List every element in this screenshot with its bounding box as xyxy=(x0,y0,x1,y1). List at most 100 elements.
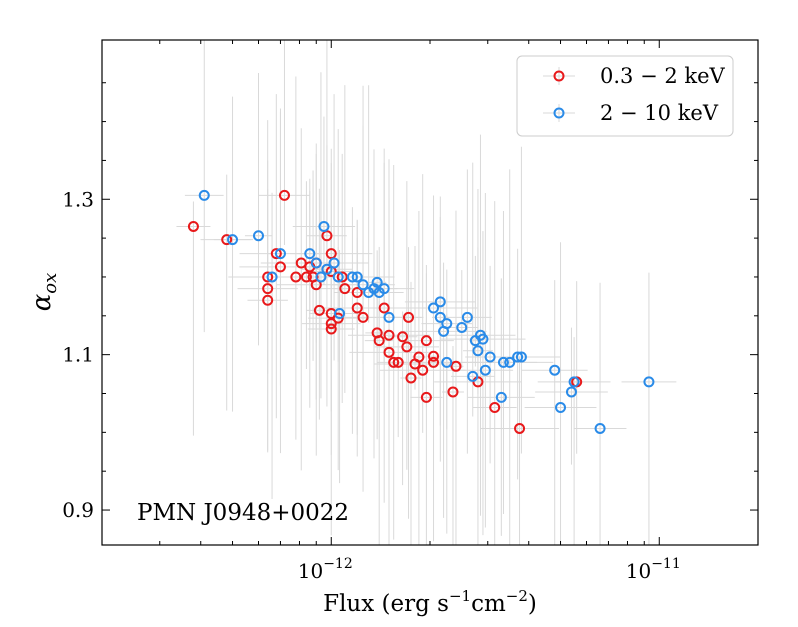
data-point-soft xyxy=(351,287,363,298)
data-point-soft xyxy=(428,356,440,368)
data-point-hard xyxy=(594,422,606,434)
data-point-hard xyxy=(512,351,524,363)
data-point-hard xyxy=(310,257,322,269)
source-annotation: PMN J0948+0022 xyxy=(137,500,349,526)
data-point-soft xyxy=(403,311,415,323)
data-point-soft xyxy=(447,386,459,398)
data-point-hard xyxy=(565,386,577,398)
data-point-hard xyxy=(497,356,509,368)
legend-marker-red xyxy=(553,70,565,82)
legend-marker-blue xyxy=(553,107,565,119)
data-point-hard xyxy=(252,230,264,242)
data-point-hard xyxy=(434,311,446,323)
data-points xyxy=(187,189,655,434)
data-point-hard xyxy=(383,311,395,323)
legend-entry-blue: 2 − 10 keV xyxy=(543,101,719,125)
data-point-soft xyxy=(450,360,462,372)
x-axis-label-mid: cm xyxy=(471,591,506,617)
data-point-soft xyxy=(397,331,409,343)
data-point-soft xyxy=(420,391,432,403)
data-point-hard xyxy=(479,364,491,376)
legend-label-blue: 2 − 10 keV xyxy=(600,101,719,125)
data-point-hard xyxy=(504,356,516,368)
data-point-hard xyxy=(495,391,507,403)
data-point-hard xyxy=(456,321,468,333)
data-point-hard xyxy=(428,302,440,314)
data-point-soft xyxy=(290,271,302,283)
data-point-soft xyxy=(413,351,425,363)
data-point-hard xyxy=(484,351,496,363)
data-point-soft xyxy=(373,335,385,347)
error-bars xyxy=(176,40,677,545)
x-axis-label-sup2: −2 xyxy=(506,587,528,605)
data-point-soft xyxy=(417,364,429,376)
data-point-soft xyxy=(339,283,351,295)
data-point-soft xyxy=(428,350,440,362)
data-point-soft xyxy=(295,257,307,269)
data-point-hard xyxy=(304,248,316,260)
x-axis-label-end: ) xyxy=(528,591,537,617)
data-point-soft xyxy=(262,294,274,306)
data-point-hard xyxy=(321,263,333,275)
data-point-soft xyxy=(514,422,526,434)
data-point-hard xyxy=(461,311,473,323)
data-point-hard xyxy=(515,351,527,363)
data-point-soft xyxy=(420,335,432,347)
data-point-soft xyxy=(332,312,344,324)
data-point-soft xyxy=(262,271,274,283)
data-point-soft xyxy=(270,248,282,260)
data-point-soft xyxy=(321,230,333,242)
data-point-soft xyxy=(310,279,322,291)
data-point-hard xyxy=(472,345,484,357)
axis-ticks: 0.9 1.1 1.3 10−12 10−11 xyxy=(62,40,759,583)
data-point-hard xyxy=(328,257,340,269)
data-point-hard xyxy=(441,356,453,368)
data-point-soft xyxy=(405,372,417,384)
data-point-hard xyxy=(334,307,346,319)
data-point-hard xyxy=(351,271,363,283)
x-axis-label: Flux (erg s−1cm−2) xyxy=(323,587,537,617)
y-axis-label-sub: ox xyxy=(40,273,61,294)
data-point-hard xyxy=(555,401,567,413)
x-axis-label-main: Flux (erg s xyxy=(323,591,449,617)
x-tick-label: 10−11 xyxy=(626,556,681,583)
data-point-hard xyxy=(198,189,210,201)
data-point-hard xyxy=(643,376,655,388)
data-point-soft xyxy=(187,220,199,232)
data-point-soft xyxy=(278,189,290,201)
y-axis-label: αox xyxy=(27,273,61,312)
data-point-hard xyxy=(274,248,286,260)
data-point-soft xyxy=(401,341,413,353)
data-point-soft xyxy=(351,302,363,314)
data-point-hard xyxy=(371,276,383,288)
x-tick-label: 10−12 xyxy=(298,556,353,583)
y-tick-label: 1.3 xyxy=(62,187,94,211)
data-point-hard xyxy=(477,333,489,345)
data-point-hard xyxy=(315,271,327,283)
data-point-soft xyxy=(325,323,337,335)
legend: 0.3 − 2 keV 2 − 10 keV xyxy=(516,55,734,137)
data-point-hard xyxy=(434,296,446,308)
legend-entry-red: 0.3 − 2 keV xyxy=(543,64,726,88)
data-point-soft xyxy=(392,356,404,368)
data-point-soft xyxy=(378,302,390,314)
y-tick-label: 1.1 xyxy=(62,343,94,367)
data-point-soft xyxy=(325,318,337,330)
data-point-hard xyxy=(227,234,239,246)
x-axis-label-sup1: −1 xyxy=(449,587,471,605)
data-point-soft xyxy=(489,401,501,413)
data-point-hard xyxy=(332,271,344,283)
data-point-soft xyxy=(300,271,312,283)
data-point-soft xyxy=(383,346,395,358)
data-point-soft xyxy=(262,283,274,295)
data-point-soft xyxy=(325,248,337,260)
data-point-hard xyxy=(378,283,390,295)
data-point-hard xyxy=(346,271,358,283)
data-point-soft xyxy=(313,304,325,316)
data-point-hard xyxy=(441,318,453,330)
data-point-hard xyxy=(357,279,369,291)
data-point-soft xyxy=(336,271,348,283)
y-tick-label: 0.9 xyxy=(62,498,94,522)
data-point-hard xyxy=(568,376,580,388)
